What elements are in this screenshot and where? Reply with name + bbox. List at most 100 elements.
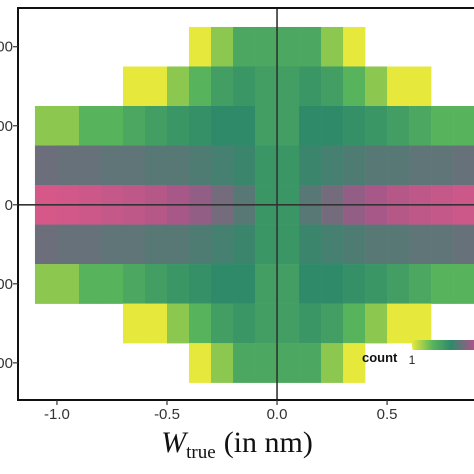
heat-cell xyxy=(365,66,388,107)
heat-cell xyxy=(255,106,278,146)
heat-cell xyxy=(122,264,146,304)
heat-cell xyxy=(211,343,234,383)
heat-cell xyxy=(166,264,190,304)
heat-cell xyxy=(56,106,80,146)
heat-cell xyxy=(78,264,102,304)
heat-cell xyxy=(409,264,432,304)
heat-cell xyxy=(122,303,146,344)
heat-cell xyxy=(233,66,256,107)
x-tick-label: 0.5 xyxy=(377,406,398,423)
heat-cell xyxy=(431,264,454,304)
heat-cell xyxy=(409,106,432,146)
heat-cell xyxy=(365,145,388,186)
heat-cell xyxy=(144,303,168,344)
heat-cell xyxy=(122,66,146,107)
heat-cell xyxy=(299,26,322,67)
heat-cell xyxy=(144,66,168,107)
colorbar xyxy=(412,340,474,350)
heat-cell xyxy=(299,224,322,265)
heat-cell xyxy=(255,343,278,383)
heat-cell xyxy=(78,145,102,186)
heat-cell xyxy=(321,303,344,344)
heat-cell xyxy=(409,145,432,186)
heat-cell xyxy=(321,26,344,67)
heat-cell xyxy=(321,224,344,265)
plot-frame xyxy=(17,7,474,401)
heat-cell xyxy=(299,106,322,146)
heat-cell xyxy=(387,303,410,344)
heat-cell xyxy=(166,303,190,344)
heat-cell xyxy=(299,264,322,304)
x-tick-label: 0.0 xyxy=(267,406,288,423)
heat-cell xyxy=(189,145,212,186)
x-label-rest: (in nm) xyxy=(224,426,313,459)
heat-cell xyxy=(343,224,366,265)
heat-cell xyxy=(343,303,366,344)
heat-cell xyxy=(56,145,80,186)
heat-cell xyxy=(144,264,168,304)
heat-cell xyxy=(233,303,256,344)
heat-cell xyxy=(233,106,256,146)
heat-cell xyxy=(343,106,366,146)
heat-cell xyxy=(144,145,168,186)
heat-cell xyxy=(211,145,234,186)
y-tick-label: 0 xyxy=(5,197,13,214)
heat-cell xyxy=(100,264,124,304)
heat-cell xyxy=(321,343,344,383)
heat-cell xyxy=(387,264,410,304)
x-tick-label: -0.5 xyxy=(154,406,180,423)
heat-cell xyxy=(34,264,58,304)
heat-cell xyxy=(365,106,388,146)
heat-cell xyxy=(166,145,190,186)
heat-cell xyxy=(211,224,234,265)
heat-cell xyxy=(299,145,322,186)
heat-cell xyxy=(189,66,212,107)
heat-cell xyxy=(166,66,190,107)
heat-cell xyxy=(277,145,300,186)
heat-cell xyxy=(343,145,366,186)
heat-cell xyxy=(343,26,366,67)
heat-cell xyxy=(321,264,344,304)
heat-cell xyxy=(189,343,212,383)
heat-cell xyxy=(299,66,322,107)
heat-cell xyxy=(277,106,300,146)
heat-cell xyxy=(100,106,124,146)
heat-cell xyxy=(255,145,278,186)
heat-cell xyxy=(78,106,102,146)
heat-cell xyxy=(100,224,124,265)
heat-cell xyxy=(343,343,366,383)
heat-cell xyxy=(387,66,410,107)
heat-cell xyxy=(277,224,300,265)
heat-cell xyxy=(211,26,234,67)
heat-cell xyxy=(233,343,256,383)
heat-cell xyxy=(277,303,300,344)
heat-cell xyxy=(56,264,80,304)
heat-cell xyxy=(189,303,212,344)
heat-cell xyxy=(255,264,278,304)
heat-cell xyxy=(255,66,278,107)
heat-cell xyxy=(166,106,190,146)
heat-cell xyxy=(387,224,410,265)
heat-cell xyxy=(233,145,256,186)
x-label-sub: true xyxy=(186,442,216,463)
heat-cell xyxy=(409,224,432,265)
colorbar-title: count xyxy=(362,350,398,365)
heat-cell xyxy=(233,224,256,265)
heat-cell xyxy=(453,145,474,186)
heat-cell xyxy=(365,264,388,304)
heat-cell xyxy=(122,145,146,186)
heat-cell xyxy=(122,224,146,265)
heat-cell xyxy=(431,224,454,265)
heat-cell xyxy=(387,145,410,186)
heat-cell xyxy=(431,145,454,186)
heat-cell xyxy=(321,106,344,146)
y-tick-label: -200 xyxy=(0,355,13,372)
heat-cell xyxy=(34,145,58,186)
x-label-main: W xyxy=(161,426,189,459)
heat-cell xyxy=(277,66,300,107)
heat-cell xyxy=(277,343,300,383)
heat-cell xyxy=(144,106,168,146)
heat-cell xyxy=(211,264,234,304)
heat-cell xyxy=(122,106,146,146)
